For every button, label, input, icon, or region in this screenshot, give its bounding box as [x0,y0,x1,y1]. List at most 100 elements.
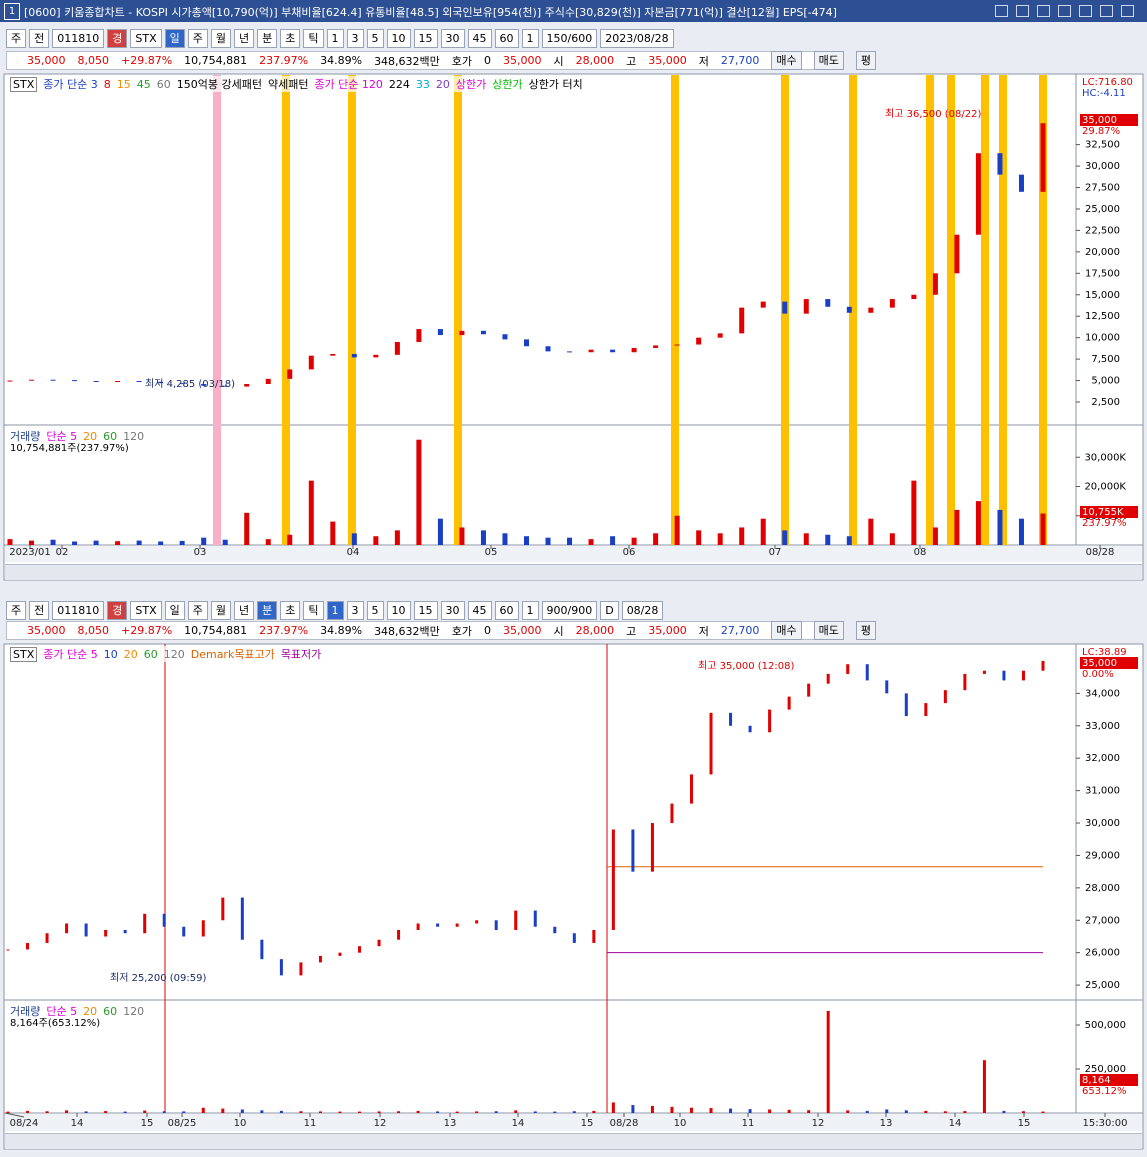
toolbar-button[interactable]: 2023/08/28 [600,29,674,48]
volume-bar [143,1110,147,1113]
toolbar-button[interactable]: 60 [494,601,519,620]
window-button[interactable] [1079,5,1092,17]
candle [222,385,228,387]
x-axis-bg [5,546,1142,562]
toolbar-button[interactable]: 60 [494,29,519,48]
toolbar-button[interactable]: 틱 [303,29,324,48]
toolbar-button[interactable]: 년 [234,601,255,620]
toolbar-button[interactable]: 30 [440,601,465,620]
legend-item: 종가 단순 5 [43,648,98,661]
toolbar-button[interactable]: 초 [280,601,301,620]
limit-band [981,75,989,545]
info-item[interactable]: 매수 [771,51,802,70]
info-item[interactable]: 매도 [813,51,844,70]
limit-band [999,75,1007,545]
toolbar-button[interactable]: 일 [164,29,185,48]
candle [143,913,147,934]
toolbar-button[interactable]: 15 [413,29,438,48]
toolbar-button[interactable]: 주 [6,29,27,48]
volume-bar [631,537,637,545]
info-item[interactable]: 매도 [813,621,844,640]
window-button[interactable] [1016,5,1029,17]
window-button[interactable] [1100,5,1113,17]
toolbar-button[interactable]: 15 [413,601,438,620]
toolbar-button[interactable]: 월 [210,601,231,620]
info-item: +29.87% [121,54,173,67]
volume-bar [1018,518,1024,545]
toolbar-button[interactable]: 10 [386,601,411,620]
toolbar-button[interactable]: 3 [346,29,364,48]
candle [911,294,917,300]
toolbar-button[interactable]: 1 [326,29,344,48]
volume-bar [50,539,56,545]
toolbar-button[interactable]: 150/600 [541,29,598,48]
candle [182,926,186,937]
candle [84,923,88,937]
toolbar-button[interactable]: 011810 [52,29,105,48]
toolbar-button[interactable]: STX [130,601,162,620]
candle [572,933,576,943]
right-label: LC:38.89 [1082,647,1127,658]
toolbar-button[interactable]: 5 [366,601,384,620]
candle [545,346,551,352]
window-button[interactable] [1058,5,1071,17]
info-item[interactable]: 평 [855,621,877,640]
candle [889,299,895,308]
toolbar-button[interactable]: 틱 [303,601,324,620]
candle [1040,123,1046,192]
toolbar-button[interactable]: 주 [6,601,27,620]
window-button[interactable] [1037,5,1050,17]
info-item[interactable]: 평 [855,51,877,70]
toolbar-button[interactable]: 3 [346,601,364,620]
toolbar-button[interactable]: 주 [187,29,208,48]
window-button[interactable] [1121,5,1134,17]
scrollbar[interactable] [5,1133,1142,1149]
toolbar-button[interactable]: 경 [107,29,128,48]
window-button[interactable] [995,5,1008,17]
price-legend: STX 종가 단순 5 10 20 60 120 Demark목표고가 목표저가 [10,646,322,662]
toolbar-button[interactable]: D [600,601,619,620]
toolbar-button[interactable]: 45 [467,29,492,48]
toolbar-button[interactable]: 011810 [52,601,105,620]
x-tick-label: 06 [623,547,636,558]
toolbar-button[interactable]: 45 [467,601,492,620]
volume-bar [807,1110,811,1113]
toolbar-button[interactable]: 분 [257,601,278,620]
toolbar-button[interactable]: 08/28 [621,601,664,620]
info-item: 35,000 [503,54,542,67]
candle [480,330,486,335]
toolbar-button[interactable]: 5 [366,29,384,48]
toolbar-button[interactable]: 경 [107,601,128,620]
volume-bar [709,1108,713,1113]
y-tick-label: 17,500 [1085,268,1120,279]
toolbar-button[interactable]: 일 [164,601,185,620]
toolbar-button[interactable]: 1 [521,29,539,48]
info-item[interactable]: 매수 [771,621,802,640]
toolbar-button[interactable]: 년 [234,29,255,48]
toolbar-button[interactable]: 초 [280,29,301,48]
toolbar-button[interactable]: 전 [29,29,50,48]
scrollbar[interactable] [5,564,1142,580]
candle [826,673,830,684]
toolbar-button[interactable]: 30 [440,29,465,48]
candle [115,380,121,382]
y-tick-label: 25,000 [1085,980,1120,991]
volume-bar [545,537,551,545]
info-item: 237.97% [259,54,309,67]
volume-bar [567,537,573,545]
toolbar-button[interactable]: 1 [521,601,539,620]
toolbar-button[interactable]: 주 [187,601,208,620]
volume-bar [803,533,809,545]
toolbar-button[interactable]: 10 [386,29,411,48]
toolbar-button[interactable]: 900/900 [541,601,598,620]
legend-item: 60 [143,647,158,661]
toolbar-button[interactable]: 1 [326,601,344,620]
toolbar-button[interactable]: STX [130,29,162,48]
toolbar-button[interactable]: 월 [210,29,231,48]
x-tick-label: 04 [347,547,360,558]
toolbar-button[interactable]: 전 [29,601,50,620]
toolbar-button[interactable]: 분 [257,29,278,48]
chart-frame [3,73,1144,581]
candle [825,299,831,307]
limit-band [1039,75,1047,545]
